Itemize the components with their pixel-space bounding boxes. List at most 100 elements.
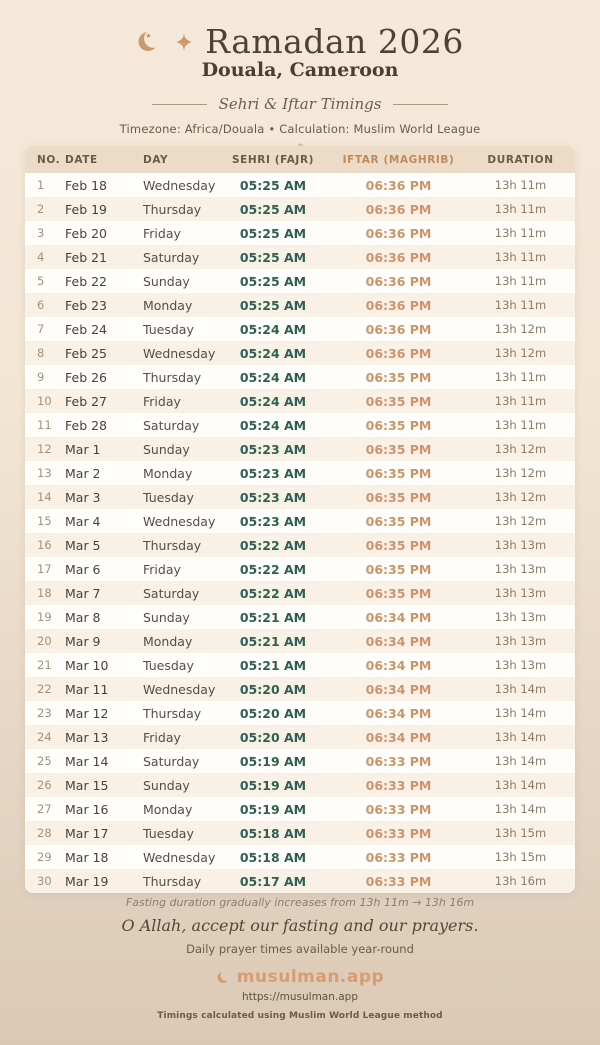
row-date: Feb 27 bbox=[65, 389, 139, 413]
row-day: Friday bbox=[143, 561, 181, 577]
row-sehri-time: 05:18 AM bbox=[239, 849, 307, 865]
row-sehri-time: 05:25 AM bbox=[215, 197, 331, 221]
row-date: Feb 22 bbox=[65, 273, 108, 289]
row-day: Wednesday bbox=[143, 513, 216, 529]
row-day: Sunday bbox=[139, 437, 215, 461]
row-sehri-time: 05:21 AM bbox=[239, 657, 307, 673]
row-sehri-time: 05:22 AM bbox=[215, 581, 331, 605]
row-date: Mar 10 bbox=[65, 657, 109, 673]
row-duration: 13h 16m bbox=[466, 869, 575, 893]
row-sehri-time: 05:23 AM bbox=[239, 465, 307, 481]
row-duration: 13h 14m bbox=[466, 677, 575, 701]
row-sehri-time: 05:20 AM bbox=[215, 725, 331, 749]
row-iftar-time: 06:35 PM bbox=[365, 369, 432, 385]
table-row: 7 Feb 24 Tuesday 05:24 AM 06:36 PM 13h 12m bbox=[25, 317, 575, 341]
row-sehri-time: 05:24 AM bbox=[239, 369, 307, 385]
row-date: Mar 6 bbox=[65, 561, 101, 577]
row-day: Monday bbox=[139, 293, 215, 317]
row-iftar-time: 06:33 PM bbox=[365, 801, 432, 817]
row-date: Mar 1 bbox=[65, 437, 139, 461]
row-sehri-time: 05:22 AM bbox=[239, 561, 307, 577]
timetable-card: NO. DATE DAY SEHRI (FAJR) IFTAR (MAGHRIB… bbox=[25, 146, 575, 893]
sparkle-icon bbox=[173, 31, 195, 53]
row-no: 23 bbox=[37, 706, 52, 720]
table-row: 27 Mar 16 Monday 05:19 AM 06:33 PM 13h 14m bbox=[25, 797, 575, 821]
location-subtitle: Douala, Cameroon bbox=[201, 59, 399, 81]
col-header-day: DAY bbox=[139, 146, 215, 173]
table-row: 19 Mar 8 Sunday 05:21 AM 06:34 PM 13h 13m bbox=[25, 605, 575, 629]
row-date: Mar 13 bbox=[65, 725, 139, 749]
row-no: 30 bbox=[25, 869, 65, 893]
row-sehri-time: 05:24 AM bbox=[239, 417, 307, 433]
table-row: 18 Mar 7 Saturday 05:22 AM 06:35 PM 13h 13m bbox=[25, 581, 575, 605]
table-row: 14 Mar 3 Tuesday 05:23 AM 06:35 PM 13h 12m bbox=[25, 485, 575, 509]
row-sehri-time: 05:18 AM bbox=[215, 821, 331, 845]
row-sehri-time: 05:25 AM bbox=[215, 245, 331, 269]
row-sehri-time: 05:25 AM bbox=[239, 273, 307, 289]
row-no: 12 bbox=[25, 437, 65, 461]
row-no: 24 bbox=[25, 725, 65, 749]
row-date: Mar 3 bbox=[65, 485, 139, 509]
row-no: 10 bbox=[25, 389, 65, 413]
row-duration: 13h 13m bbox=[494, 610, 547, 624]
row-day: Wednesday bbox=[139, 677, 215, 701]
row-date: Feb 20 bbox=[65, 225, 108, 241]
row-day: Wednesday bbox=[143, 849, 216, 865]
row-iftar-time: 06:33 PM bbox=[331, 869, 466, 893]
table-row: 1 Feb 18 Wednesday 05:25 AM 06:36 PM 13h 11m bbox=[25, 173, 575, 197]
crescent-star-icon bbox=[136, 28, 163, 55]
timezone-calculation-meta: Timezone: Africa/Douala • Calculation: M… bbox=[119, 122, 481, 136]
row-duration: 13h 11m bbox=[494, 226, 547, 240]
row-sehri-time: 05:21 AM bbox=[215, 629, 331, 653]
row-iftar-time: 06:36 PM bbox=[365, 225, 432, 241]
row-no: 11 bbox=[37, 418, 52, 432]
row-no: 22 bbox=[25, 677, 65, 701]
timings-subtitle: Sehri & Iftar Timings bbox=[218, 95, 382, 113]
row-duration: 13h 14m bbox=[494, 802, 547, 816]
row-day: Sunday bbox=[143, 273, 190, 289]
row-duration: 13h 12m bbox=[494, 322, 547, 336]
row-iftar-time: 06:36 PM bbox=[331, 197, 466, 221]
fasting-duration-note: Fasting duration gradually increases fro… bbox=[125, 896, 475, 909]
row-duration: 13h 15m bbox=[494, 850, 547, 864]
row-iftar-time: 06:34 PM bbox=[365, 609, 432, 625]
row-date: Mar 5 bbox=[65, 533, 139, 557]
row-no: 9 bbox=[37, 370, 45, 384]
brand-row: musulman.app bbox=[0, 967, 600, 987]
table-row: 5 Feb 22 Sunday 05:25 AM 06:36 PM 13h 11m bbox=[25, 269, 575, 293]
row-no: 26 bbox=[25, 773, 65, 797]
row-iftar-time: 06:33 PM bbox=[365, 753, 432, 769]
row-day: Saturday bbox=[143, 753, 200, 769]
row-duration: 13h 11m bbox=[494, 418, 547, 432]
table-row: 3 Feb 20 Friday 05:25 AM 06:36 PM 13h 11m bbox=[25, 221, 575, 245]
row-iftar-time: 06:33 PM bbox=[331, 821, 466, 845]
table-row: 12 Mar 1 Sunday 05:23 AM 06:35 PM 13h 12m bbox=[25, 437, 575, 461]
row-date: Feb 18 bbox=[65, 177, 108, 193]
row-no: 28 bbox=[25, 821, 65, 845]
row-iftar-time: 06:33 PM bbox=[365, 849, 432, 865]
table-row: 23 Mar 12 Thursday 05:20 AM 06:34 PM 13h 14m bbox=[25, 701, 575, 725]
row-day: Thursday bbox=[143, 705, 202, 721]
table-row: 13 Mar 2 Monday 05:23 AM 06:35 PM 13h 12m bbox=[25, 461, 575, 485]
row-duration: 13h 11m bbox=[466, 389, 575, 413]
row-day: Saturday bbox=[139, 245, 215, 269]
row-duration: 13h 11m bbox=[494, 178, 547, 192]
row-date: Mar 12 bbox=[65, 705, 109, 721]
row-no: 3 bbox=[37, 226, 45, 240]
row-date: Mar 19 bbox=[65, 869, 139, 893]
table-row: 8 Feb 25 Wednesday 05:24 AM 06:36 PM 13h 12m bbox=[25, 341, 575, 365]
row-duration: 13h 12m bbox=[466, 485, 575, 509]
row-date: Feb 23 bbox=[65, 293, 139, 317]
row-day: Wednesday bbox=[143, 177, 216, 193]
row-sehri-time: 05:20 AM bbox=[239, 705, 307, 721]
row-duration: 13h 12m bbox=[494, 466, 547, 480]
col-header-duration: DURATION bbox=[466, 146, 575, 173]
row-no: 29 bbox=[37, 850, 52, 864]
row-no: 8 bbox=[25, 341, 65, 365]
row-day: Monday bbox=[143, 465, 193, 481]
row-duration: 13h 12m bbox=[466, 341, 575, 365]
row-duration: 13h 15m bbox=[466, 821, 575, 845]
row-day: Thursday bbox=[139, 197, 215, 221]
row-no: 1 bbox=[37, 178, 45, 192]
